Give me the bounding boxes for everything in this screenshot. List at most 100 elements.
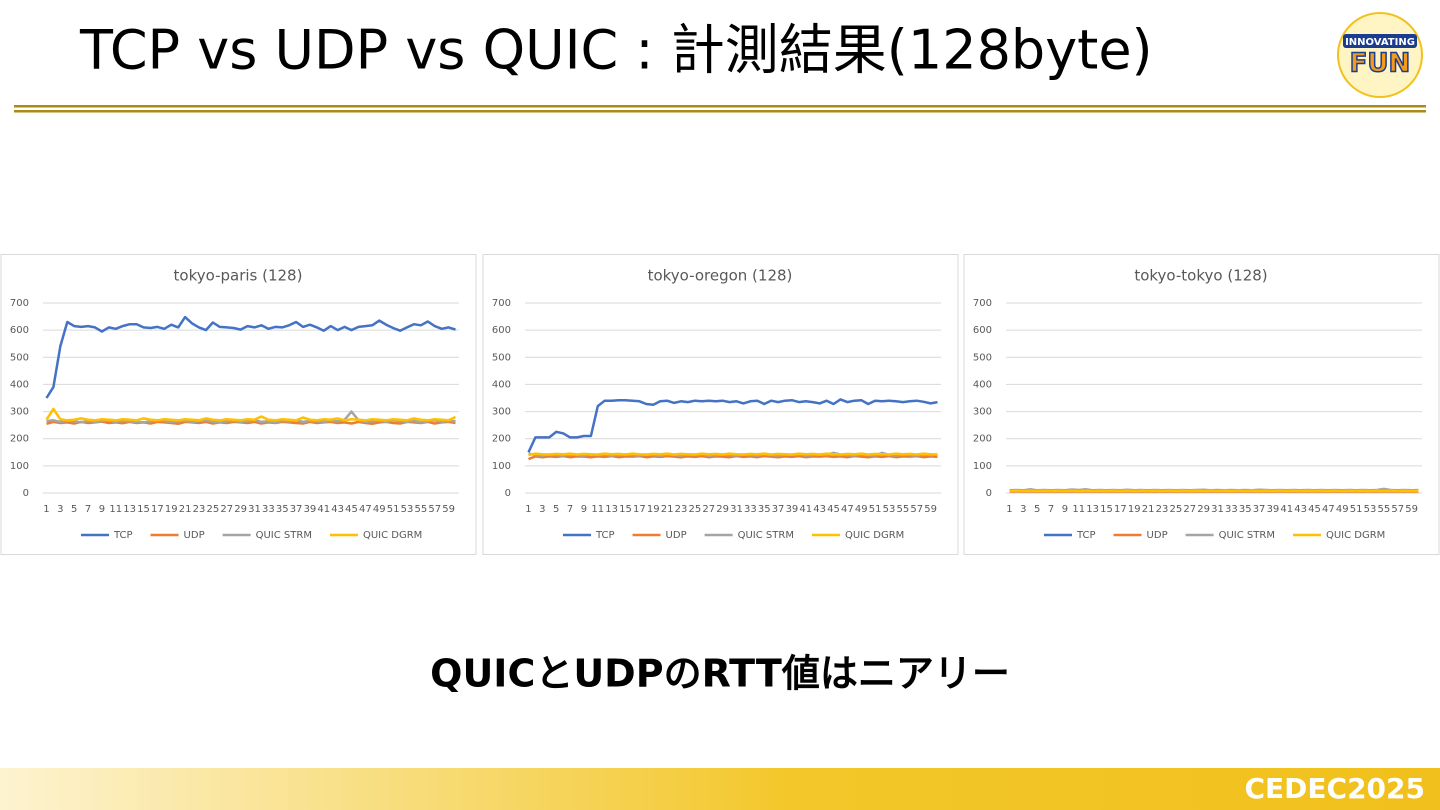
legend-label: QUIC DGRM [1326, 530, 1385, 541]
x-tick-label: 41 [1280, 504, 1293, 515]
x-tick-label: 49 [1336, 504, 1349, 515]
series-line [45, 407, 457, 422]
chart: tokyo-paris (128) 0 100 200 300 400 500 600 700 1… [0, 254, 477, 555]
series-line [45, 315, 456, 399]
x-tick-label: 1 [525, 504, 531, 515]
x-tick-label: 9 [99, 504, 105, 515]
x-tick-label: 59 [442, 504, 455, 515]
chart-frame [482, 254, 959, 555]
legend-label: UDP [666, 530, 687, 541]
y-tick-label: 0 [505, 488, 511, 499]
x-tick-label: 39 [786, 504, 799, 515]
x-tick-label: 15 [137, 504, 150, 515]
x-tick-label: 29 [1197, 504, 1210, 515]
legend-label: TCP [113, 530, 133, 541]
x-tick-label: 7 [1048, 504, 1054, 515]
x-tick-label: 19 [647, 504, 660, 515]
y-tick-label: 100 [973, 461, 992, 472]
x-tick-label: 11 [591, 504, 604, 515]
x-tick-label: 25 [688, 504, 701, 515]
x-tick-label: 1 [1006, 504, 1012, 515]
x-tick-label: 33 [744, 504, 757, 515]
x-tick-label: 43 [1294, 504, 1307, 515]
x-tick-label: 51 [387, 504, 400, 515]
y-tick-label: 0 [23, 488, 29, 499]
y-tick-label: 300 [10, 407, 29, 418]
x-tick-label: 39 [1267, 504, 1280, 515]
x-tick-label: 5 [1034, 504, 1040, 515]
x-tick-label: 17 [633, 504, 646, 515]
logo: INNOVATING FUN [1337, 12, 1423, 98]
x-tick-label: 47 [1322, 504, 1335, 515]
x-tick-label: 29 [234, 504, 247, 515]
x-tick-label: 21 [179, 504, 192, 515]
x-tick-label: 13 [1086, 504, 1099, 515]
y-tick-label: 200 [973, 434, 992, 445]
x-tick-label: 7 [567, 504, 573, 515]
series-line [46, 410, 456, 424]
y-tick-label: 500 [492, 352, 511, 363]
y-tick-label: 200 [492, 434, 511, 445]
logo-text: INNOVATING [1345, 37, 1415, 48]
y-tick-label: 400 [10, 379, 29, 390]
y-tick-label: 700 [973, 298, 992, 309]
x-tick-label: 47 [841, 504, 854, 515]
x-tick-label: 47 [359, 504, 372, 515]
footer-band [0, 768, 1440, 810]
y-tick-label: 100 [492, 461, 511, 472]
x-tick-label: 57 [1391, 504, 1404, 515]
chart-frame [0, 254, 477, 555]
x-tick-label: 57 [428, 504, 441, 515]
x-tick-label: 53 [883, 504, 896, 515]
x-tick-label: 35 [758, 504, 771, 515]
x-tick-label: 41 [317, 504, 330, 515]
x-tick-label: 45 [1308, 504, 1321, 515]
x-tick-label: 21 [661, 504, 674, 515]
y-tick-label: 0 [986, 488, 992, 499]
x-tick-label: 7 [85, 504, 91, 515]
legend-label: QUIC STRM [1219, 530, 1275, 541]
x-tick-label: 55 [414, 504, 427, 515]
x-tick-label: 17 [1114, 504, 1127, 515]
x-tick-label: 27 [702, 504, 715, 515]
y-tick-label: 400 [492, 379, 511, 390]
x-tick-label: 45 [345, 504, 358, 515]
footer-logo: CEDEC2025 [1244, 772, 1425, 805]
y-tick-label: 100 [10, 461, 29, 472]
x-tick-label: 5 [71, 504, 77, 515]
legend-label: UDP [1147, 530, 1168, 541]
legend-label: QUIC STRM [256, 530, 312, 541]
x-tick-label: 57 [910, 504, 923, 515]
legend-label: QUIC DGRM [845, 530, 904, 541]
x-tick-label: 21 [1142, 504, 1155, 515]
rule [14, 110, 1426, 113]
x-tick-label: 31 [248, 504, 261, 515]
x-tick-label: 59 [1405, 504, 1418, 515]
series-line [527, 398, 938, 453]
caption: QUICとUDPのRTT値はニアリー [430, 652, 1010, 696]
x-tick-label: 37 [772, 504, 785, 515]
x-tick-label: 5 [553, 504, 559, 515]
x-tick-label: 23 [675, 504, 688, 515]
y-tick-label: 300 [492, 407, 511, 418]
x-tick-label: 3 [539, 504, 545, 515]
x-tick-label: 37 [1253, 504, 1266, 515]
x-tick-label: 55 [1377, 504, 1390, 515]
y-tick-label: 500 [10, 352, 29, 363]
x-tick-label: 3 [57, 504, 63, 515]
x-tick-label: 45 [827, 504, 840, 515]
series-line [528, 452, 938, 457]
x-tick-label: 51 [1350, 504, 1363, 515]
x-tick-label: 33 [1225, 504, 1238, 515]
x-tick-label: 27 [220, 504, 233, 515]
x-tick-label: 19 [165, 504, 178, 515]
x-tick-label: 39 [304, 504, 317, 515]
y-tick-label: 400 [973, 379, 992, 390]
x-tick-label: 25 [206, 504, 219, 515]
chart-title: tokyo-tokyo (128) [1134, 267, 1267, 285]
x-tick-label: 29 [716, 504, 729, 515]
x-tick-label: 49 [373, 504, 386, 515]
x-tick-label: 13 [605, 504, 618, 515]
x-tick-label: 27 [1183, 504, 1196, 515]
